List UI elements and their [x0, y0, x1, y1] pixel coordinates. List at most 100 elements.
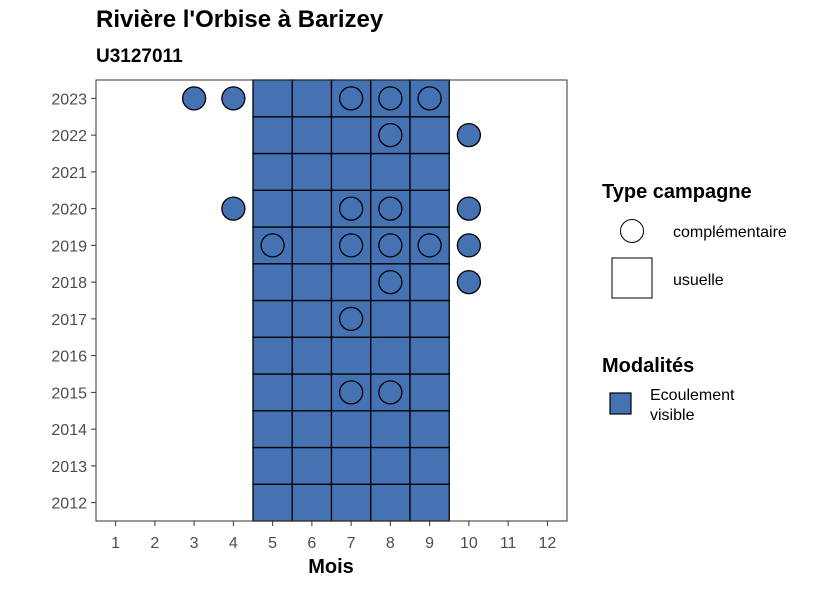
y-tick-label-2017: 2017 — [51, 312, 87, 329]
tile-2021-9 — [409, 152, 450, 191]
legend-type-campagne: Type campagne complémentaire usuelle — [602, 181, 787, 299]
point-2023-9 — [417, 86, 442, 111]
tile-2013-9 — [409, 446, 450, 485]
tile-2012-7 — [330, 483, 372, 522]
tile-2016-9 — [409, 336, 450, 375]
tile-2020-9 — [409, 189, 450, 228]
y-tick-label-2021: 2021 — [51, 165, 87, 182]
y-tick-label-2023: 2023 — [51, 91, 87, 108]
tile-2012-6 — [291, 483, 333, 522]
tile-2013-7 — [330, 446, 372, 485]
point-2018-8 — [378, 269, 403, 295]
point-2023-4 — [221, 86, 246, 111]
point-2018-10 — [456, 269, 482, 295]
y-tick-label-2019: 2019 — [51, 238, 87, 255]
x-tick-label-3: 3 — [190, 535, 199, 552]
tile-2013-6 — [291, 446, 333, 485]
y-tick-label-2016: 2016 — [51, 349, 87, 366]
point-2015-7 — [338, 380, 364, 405]
x-tick-label-12: 12 — [538, 535, 556, 552]
x-tick-label-5: 5 — [268, 535, 277, 552]
chart-subtitle: U3127011 — [96, 46, 183, 67]
tile-2023-5 — [252, 79, 293, 118]
y-tick-label-2013: 2013 — [51, 459, 87, 476]
tile-2015-9 — [409, 373, 450, 412]
y-axis: 2012 2013 2014 2015 2016 2017 2018 2019 2020 2021… — [51, 91, 96, 513]
point-2019-5 — [260, 233, 285, 258]
tile-2016-5 — [252, 336, 293, 375]
tile-2017-5 — [252, 299, 293, 338]
point-2022-10 — [456, 122, 482, 148]
tile-2022-7 — [330, 116, 372, 155]
x-tick-label-8: 8 — [386, 535, 395, 552]
tile-2017-8 — [370, 299, 411, 338]
point-2015-8 — [378, 380, 403, 405]
tile-2021-7 — [330, 152, 372, 191]
tile-2015-7 — [330, 373, 372, 412]
x-tick-label-9: 9 — [425, 535, 434, 552]
tile-2014-6 — [291, 410, 333, 449]
point-2019-7 — [338, 233, 364, 258]
tile-2016-6 — [291, 336, 333, 375]
x-tick-label-11: 11 — [500, 535, 517, 552]
tile-2016-7 — [330, 336, 372, 375]
tile-2014-8 — [370, 410, 411, 449]
tile-2016-8 — [370, 336, 411, 375]
tile-2021-5 — [252, 152, 293, 191]
tile-2020-7 — [330, 189, 372, 228]
y-tick-label-2020: 2020 — [51, 202, 87, 219]
tile-2023-8 — [370, 79, 411, 118]
point-2019-10 — [456, 233, 482, 258]
legend-item-complementaire: complémentaire — [673, 224, 787, 241]
tile-2020-6 — [291, 189, 333, 228]
tile-2013-8 — [370, 446, 411, 485]
legend-modalites-title: Modalités — [602, 355, 694, 377]
chart-title: Rivière l'Orbise à Barizey — [96, 6, 384, 33]
tile-layer — [252, 79, 450, 522]
legend-item-usuelle: usuelle — [673, 272, 724, 289]
y-tick-label-2018: 2018 — [51, 275, 87, 292]
x-tick-label-7: 7 — [347, 535, 356, 552]
point-2020-4 — [221, 196, 246, 221]
tile-2015-5 — [252, 373, 293, 412]
tile-2019-8 — [370, 226, 411, 265]
tile-2021-8 — [370, 152, 411, 191]
tile-2022-9 — [409, 116, 450, 155]
tile-2019-7 — [330, 226, 372, 265]
x-tick-label-1: 1 — [111, 535, 120, 552]
point-2019-9 — [417, 233, 442, 258]
tile-2018-8 — [370, 263, 411, 302]
point-2023-7 — [338, 86, 364, 111]
tile-2020-5 — [252, 189, 293, 228]
x-tick-label-4: 4 — [229, 535, 238, 552]
y-tick-label-2012: 2012 — [51, 496, 87, 513]
tile-2022-5 — [252, 116, 293, 155]
tile-2021-6 — [291, 152, 333, 191]
tile-2014-7 — [330, 410, 372, 449]
y-tick-label-2015: 2015 — [51, 385, 87, 402]
y-tick-label-2022: 2022 — [51, 128, 87, 145]
tile-2019-9 — [409, 226, 450, 265]
legend-ecoulement-swatch — [609, 392, 632, 415]
tile-2018-5 — [252, 263, 293, 302]
tile-2012-5 — [252, 483, 293, 522]
tile-2017-9 — [409, 299, 450, 338]
point-2019-8 — [378, 233, 403, 258]
tile-2020-8 — [370, 189, 411, 228]
tile-2014-9 — [409, 410, 450, 449]
x-axis: 1 2 3 4 5 6 7 8 9 10 11 12 — [111, 521, 556, 552]
tile-2018-7 — [330, 263, 372, 302]
tile-2023-7 — [330, 79, 372, 118]
tile-2022-8 — [370, 116, 411, 155]
x-axis-label: Mois — [308, 556, 354, 578]
point-2020-7 — [338, 196, 364, 221]
tile-2019-5 — [252, 226, 293, 265]
legend-ecoulement-label-line2: visible — [650, 407, 695, 424]
legend-modalites: Modalités Ecoulement visible — [602, 355, 735, 424]
tile-2013-5 — [252, 446, 293, 485]
tile-2022-6 — [291, 116, 333, 155]
tile-2012-8 — [370, 483, 411, 522]
tile-2018-6 — [291, 263, 333, 302]
point-2023-3 — [181, 86, 207, 111]
